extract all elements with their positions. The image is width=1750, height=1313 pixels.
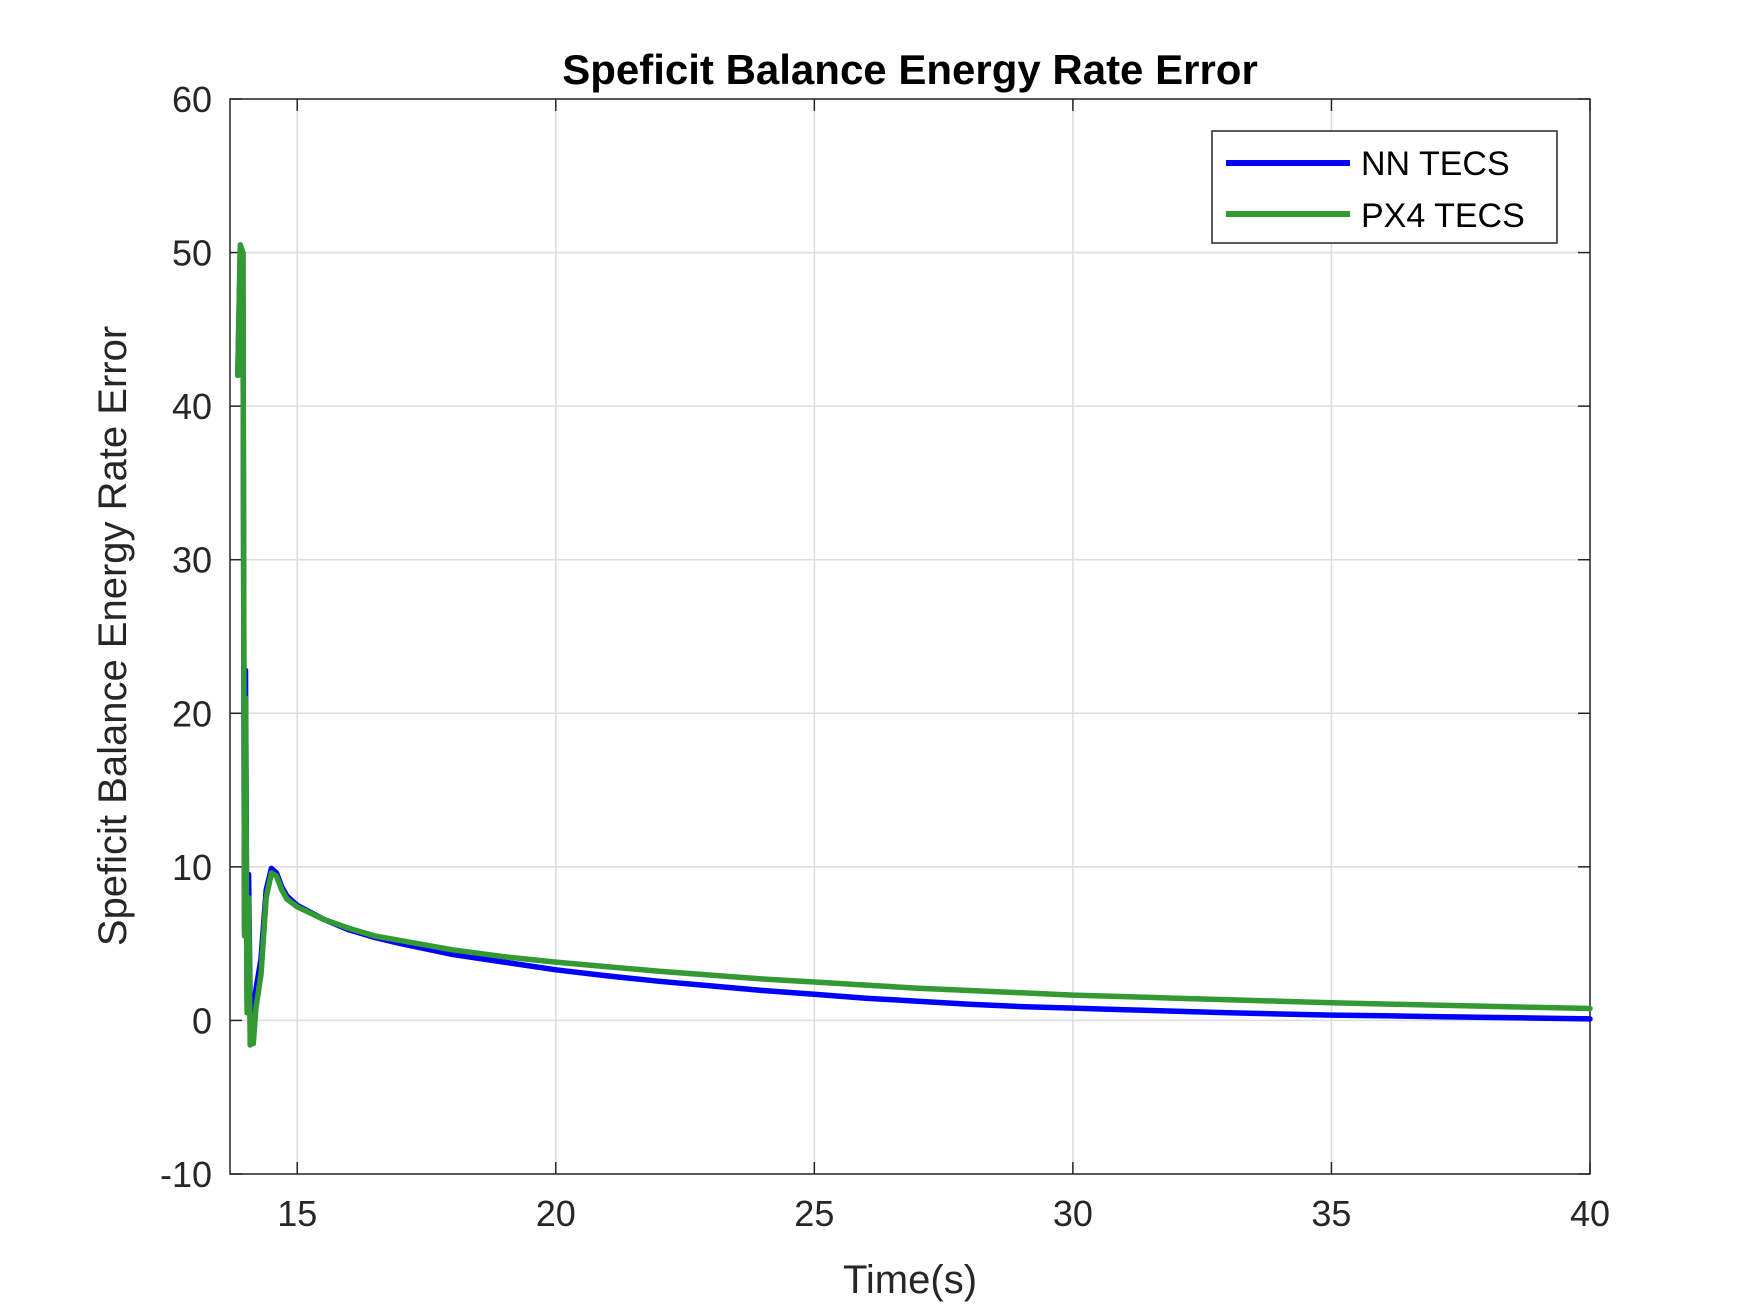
y-tick-label: 50 [172,233,212,274]
y-tick-label: 40 [172,386,212,427]
x-tick-label: 40 [1570,1193,1610,1234]
x-tick-label: 25 [794,1193,834,1234]
chart-title: Speficit Balance Energy Rate Error [562,46,1258,93]
x-tick-label: 35 [1311,1193,1351,1234]
plot-area-frame [229,98,1591,1175]
y-tick-label: 30 [172,540,212,581]
x-tick-label: 20 [536,1193,576,1234]
legend-box [1211,130,1558,244]
y-axis-label: Speficit Balance Energy Rate Error [91,326,135,946]
x-tick-label: 30 [1053,1193,1093,1234]
series-lines [235,242,1593,1048]
ticks: 15 20 25 30 35 40 -10 0 10 20 30 40 50 60 [160,79,1610,1234]
x-tick-label: 15 [277,1193,317,1234]
x-axis-label: Time(s) [843,1258,977,1302]
y-tick-label: -10 [160,1154,212,1195]
legend-label-px4-tecs: PX4 TECS [1361,197,1525,235]
series-line-px4-tecs [235,242,1593,1048]
y-tick-label: 10 [172,847,212,888]
y-tick-label: 60 [172,79,212,120]
legend: NN TECS PX4 TECS [1211,130,1558,244]
legend-label-nn-tecs: NN TECS [1361,145,1510,183]
y-tick-label: 0 [192,1000,212,1041]
y-tick-label: 20 [172,693,212,734]
